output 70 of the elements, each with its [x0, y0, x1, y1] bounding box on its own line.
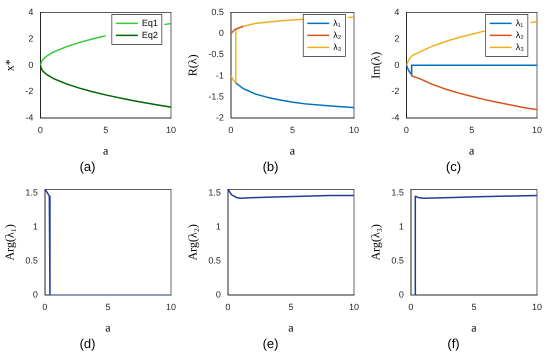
x-tick-label: 10: [532, 302, 542, 312]
y-tick-label: 0.5: [208, 256, 221, 266]
legend-label: λ₁: [516, 18, 524, 28]
x-axis-title: a: [288, 320, 294, 334]
y-tick-label: 1.5: [391, 187, 404, 198]
y-tick-label: 0: [32, 290, 38, 300]
x-tick-label: 5: [103, 125, 108, 136]
y-tick-label: -1.5: [208, 92, 224, 102]
x-axis-title: a: [290, 143, 296, 158]
y-tick-label: -2: [391, 86, 400, 96]
y-axis-title: R(λ): [185, 54, 200, 76]
y-tick-label: 1: [398, 221, 404, 232]
y-tick-label: -4: [391, 112, 400, 123]
y-tick-label: 2: [28, 33, 34, 44]
y-tick-label: 0.5: [391, 256, 404, 266]
y-tick-label: -0.5: [208, 49, 224, 60]
y-tick-label: 0: [218, 28, 224, 38]
y-tick-label: -2: [216, 112, 224, 123]
x-tick-label: 5: [290, 125, 295, 136]
y-tick-label: 0.5: [25, 256, 38, 266]
text: (b): [262, 158, 278, 174]
y-tick-label: -2: [25, 86, 34, 96]
x-tick-label: 5: [105, 302, 110, 312]
x-tick-label: 10: [348, 125, 359, 136]
legend-label: Eq1: [142, 18, 158, 28]
legend-label: λ₃: [333, 42, 342, 52]
y-axis-title: Arg(λ₁): [2, 224, 16, 261]
y-tick-label: 4: [28, 6, 34, 17]
y-axis-title: Arg(λ₃): [368, 224, 382, 261]
legend-label: λ₃: [516, 42, 524, 52]
x-tick-label: 5: [469, 125, 474, 136]
y-tick-label: 0.5: [211, 6, 224, 17]
y-axis-title: Arg(λ₂): [185, 224, 200, 261]
y-tick-label: 4: [394, 6, 400, 17]
text: (e): [262, 336, 278, 351]
x-tick-label: 10: [166, 125, 176, 136]
x-axis-title: a: [103, 143, 110, 158]
x-tick-label: 0: [228, 125, 234, 136]
y-tick-label: -4: [25, 112, 34, 123]
x-axis-title: a: [469, 143, 476, 158]
legend-label: λ₂: [333, 30, 342, 40]
text: (d): [80, 336, 96, 351]
y-tick-label: 0: [398, 290, 404, 300]
x-tick-label: 0: [408, 302, 414, 312]
x-tick-label: 10: [532, 125, 542, 136]
x-tick-label: 10: [348, 302, 359, 312]
text: (a): [80, 158, 96, 174]
y-tick-label: 1: [32, 221, 38, 232]
x-tick-label: 0: [42, 302, 48, 312]
x-tick-label: 0: [225, 302, 230, 312]
legend-label: λ₂: [516, 30, 524, 40]
y-axis-title: Im(λ): [368, 52, 382, 79]
y-tick-label: 1.5: [208, 187, 221, 198]
x-tick-label: 5: [288, 302, 294, 312]
x-axis-title: a: [105, 320, 112, 334]
text: (c): [446, 158, 462, 174]
y-tick-label: 0: [28, 60, 34, 70]
x-axis-title: a: [471, 320, 478, 334]
y-tick-label: -1: [216, 70, 224, 80]
x-tick-label: 5: [471, 302, 476, 312]
y-tick-label: 0: [216, 290, 221, 300]
text: (f): [447, 336, 460, 351]
legend-label: Eq2: [142, 30, 158, 40]
y-tick-label: 2: [394, 33, 400, 44]
legend-label: λ₁: [333, 18, 341, 28]
y-tick-label: 0: [394, 60, 400, 70]
y-tick-label: 1: [216, 221, 221, 232]
x-tick-label: 10: [166, 302, 176, 312]
y-axis-title: x*: [2, 59, 16, 72]
y-tick-label: 1.5: [25, 187, 38, 198]
